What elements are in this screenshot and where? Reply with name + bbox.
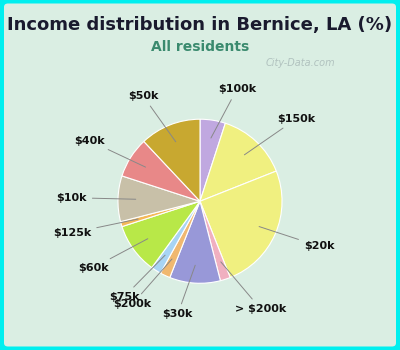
Text: $20k: $20k xyxy=(259,226,334,251)
Wedge shape xyxy=(122,201,200,268)
Text: Income distribution in Bernice, LA (%): Income distribution in Bernice, LA (%) xyxy=(8,16,392,34)
Wedge shape xyxy=(200,201,230,281)
Text: $50k: $50k xyxy=(128,91,176,142)
Text: $150k: $150k xyxy=(244,114,316,155)
Wedge shape xyxy=(152,201,200,273)
Text: All residents: All residents xyxy=(151,40,249,54)
Wedge shape xyxy=(120,201,200,226)
Text: $60k: $60k xyxy=(78,239,148,273)
Text: $30k: $30k xyxy=(162,265,195,319)
Wedge shape xyxy=(144,119,200,201)
Text: $10k: $10k xyxy=(56,193,136,203)
Wedge shape xyxy=(170,201,220,283)
Wedge shape xyxy=(200,119,225,201)
Text: $125k: $125k xyxy=(53,219,138,238)
Wedge shape xyxy=(200,171,282,278)
FancyBboxPatch shape xyxy=(4,4,396,346)
Text: City-Data.com: City-Data.com xyxy=(265,58,335,68)
Text: $75k: $75k xyxy=(109,255,165,302)
Wedge shape xyxy=(118,176,200,222)
Wedge shape xyxy=(122,141,200,201)
Text: $200k: $200k xyxy=(114,259,172,309)
Text: $40k: $40k xyxy=(74,135,146,167)
Wedge shape xyxy=(160,201,200,278)
Text: > $200k: > $200k xyxy=(221,262,286,314)
Text: $100k: $100k xyxy=(211,84,256,138)
Wedge shape xyxy=(200,123,276,201)
